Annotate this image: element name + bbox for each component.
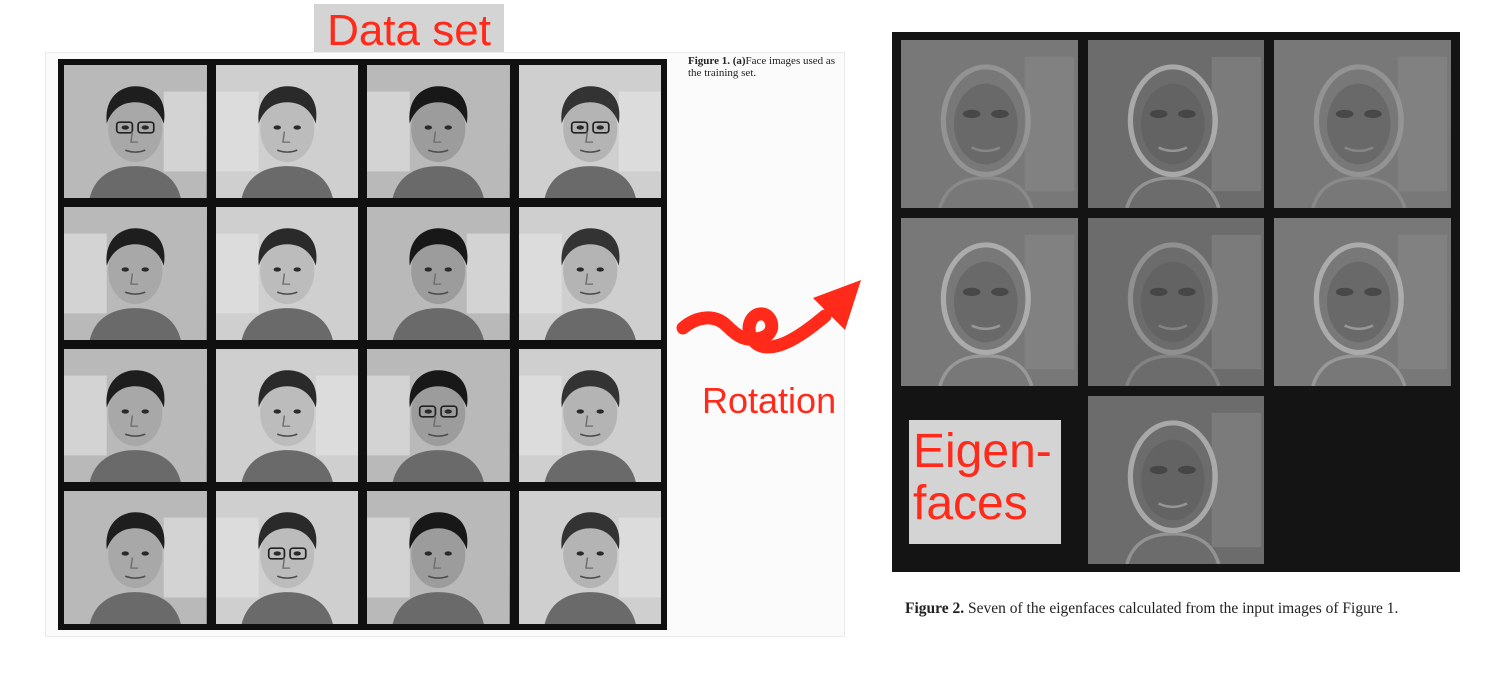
- figure1-caption-label: Figure 1.: [688, 55, 730, 67]
- eigenfaces-label-line1: Eigen-: [913, 425, 1052, 478]
- rotation-label: Rotation: [702, 380, 837, 421]
- training-face-image: [518, 65, 661, 198]
- training-face-image: [64, 491, 207, 624]
- training-face-image: [367, 349, 510, 482]
- training-face-image: [367, 65, 510, 198]
- training-face-grid: [58, 59, 667, 630]
- training-face-image: [215, 65, 358, 198]
- figure2-caption-label: Figure 2.: [905, 600, 965, 617]
- training-face-image: [215, 491, 358, 624]
- figure1-caption-tag: (a): [732, 55, 746, 67]
- eigenfaces-label: Eigen- faces: [909, 420, 1061, 544]
- training-face-image: [64, 65, 207, 198]
- training-face-image: [518, 491, 661, 624]
- eigenface-image: [1274, 218, 1451, 386]
- eigenface-image: [901, 40, 1078, 208]
- training-face-image: [518, 349, 661, 482]
- training-face-image: [367, 491, 510, 624]
- eigenface-image: [1087, 40, 1265, 208]
- training-face-image: [64, 207, 207, 340]
- dataset-label: Data set: [314, 4, 504, 58]
- eigenface-image: [1087, 396, 1265, 564]
- eigenfaces-label-line2: faces: [913, 476, 1028, 530]
- figure2-caption: Figure 2. Seven of the eigenfaces calcul…: [905, 598, 1465, 619]
- figure2-caption-text: Seven of the eigenfaces calculated from …: [968, 600, 1399, 617]
- rotation-arrow-icon: [676, 280, 861, 354]
- eigenface-empty-cell: [1274, 396, 1451, 564]
- figure1-caption-text: Face images used as the training set.: [688, 55, 836, 79]
- eigenface-image: [1087, 218, 1265, 386]
- eigenface-image: [1274, 40, 1451, 208]
- figure1-caption: Figure 1. (a)Face images used as the tra…: [688, 55, 840, 79]
- training-face-image: [215, 349, 358, 482]
- training-face-image: [215, 207, 358, 340]
- eigenface-image: [901, 218, 1078, 386]
- training-face-image: [518, 207, 661, 340]
- training-face-image: [367, 207, 510, 340]
- training-face-image: [64, 349, 207, 482]
- dataset-label-text: Data set: [327, 6, 491, 55]
